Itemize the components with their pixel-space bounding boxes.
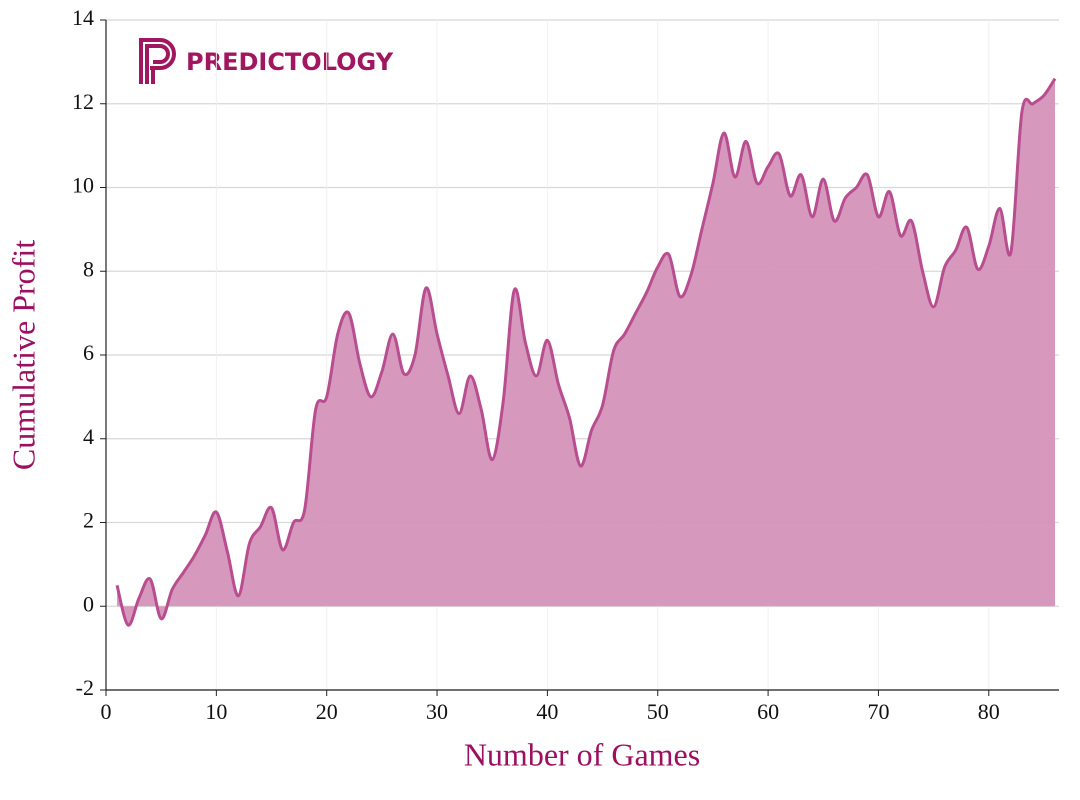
logo: PREDICTOLOGY [139, 38, 394, 84]
y-tick-label: 6 [83, 340, 94, 365]
y-tick-label: 14 [72, 5, 94, 30]
x-tick-label: 50 [647, 699, 669, 724]
y-tick-label: 0 [83, 591, 94, 616]
y-tick-label: 12 [72, 89, 94, 114]
y-tick-label: -2 [76, 675, 94, 700]
x-tick-label: 20 [316, 699, 338, 724]
x-tick-label: 10 [205, 699, 227, 724]
x-tick-label: 70 [867, 699, 889, 724]
line [115, 77, 1057, 627]
y-tick-label: 10 [72, 173, 94, 198]
x-tick-label: 0 [101, 699, 112, 724]
y-tick-label: 8 [83, 256, 94, 281]
logo-text: PREDICTOLOGY [186, 48, 394, 76]
y-tick-label: 4 [83, 424, 94, 449]
x-tick-label: 30 [426, 699, 448, 724]
y-axis-title: Cumulative Profit [5, 240, 41, 470]
y-tick-label: 2 [83, 508, 94, 533]
x-axis-title: Number of Games [464, 736, 700, 772]
area [117, 78, 1055, 626]
x-tick-label: 60 [757, 699, 779, 724]
x-tick-label: 40 [536, 699, 558, 724]
logo-icon [139, 38, 176, 84]
x-tick-label: 80 [978, 699, 1000, 724]
